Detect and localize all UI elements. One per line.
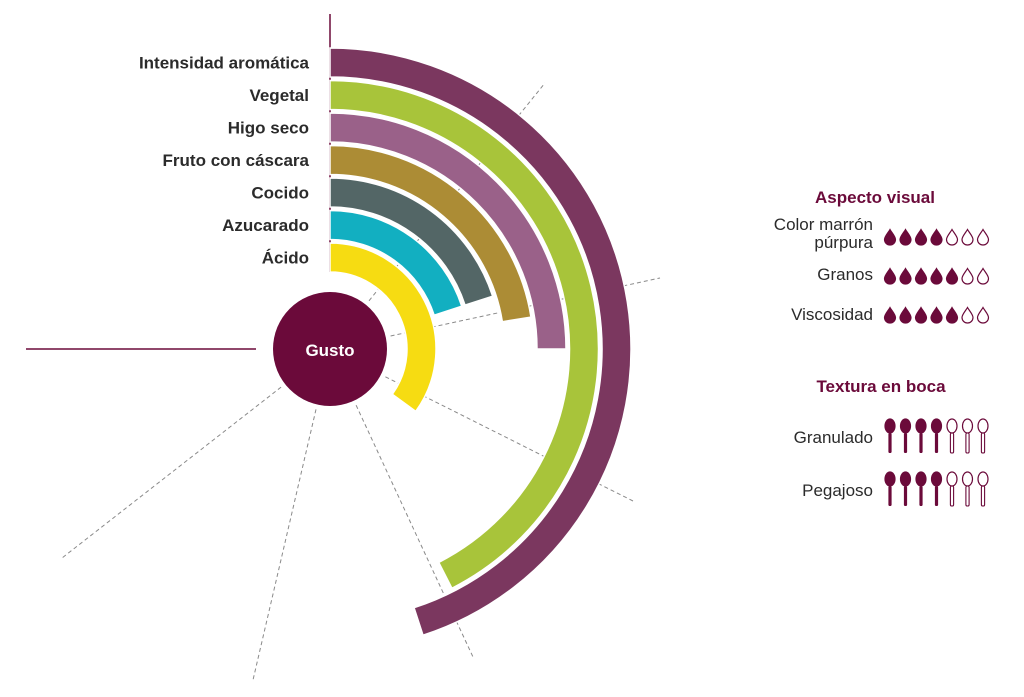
arc-vegetal	[329, 79, 600, 590]
drop-icon	[883, 306, 897, 324]
rating-row-visual-2: Granos	[817, 265, 990, 285]
flavor-label-fruto-con-cascara: Fruto con cáscara	[163, 151, 310, 170]
center-label: Gusto	[305, 341, 354, 360]
arc-intensidad-aromatica	[329, 47, 632, 637]
arc-fruto-con-cascara	[329, 144, 532, 323]
rating-label: púrpura	[814, 233, 873, 252]
flavor-label-azucarado: Azucarado	[222, 216, 309, 235]
rating-label: Pegajoso	[802, 481, 873, 500]
flavor-labels: Intensidad aromática Vegetal Higo seco Frut…	[139, 54, 310, 268]
drop-icon	[899, 306, 912, 324]
drop-icon	[945, 306, 959, 324]
rating-row-visual-3: Viscosidad	[791, 305, 990, 324]
spoon-icon	[977, 471, 989, 507]
flavor-arcs	[329, 47, 632, 637]
drop-icon	[899, 228, 912, 246]
rating-label: Granulado	[794, 428, 873, 447]
spoon-icon	[884, 418, 896, 453]
guide-line-6	[61, 386, 282, 559]
rating-label: Granos	[817, 265, 873, 284]
drop-icon	[961, 267, 974, 285]
drop-icon	[883, 267, 897, 285]
arc-higo-seco	[329, 112, 567, 350]
drop-icon	[976, 267, 990, 285]
drop-icon	[945, 228, 959, 246]
center-circle	[273, 292, 387, 406]
spoon-icon	[946, 471, 958, 507]
arc-acido	[329, 242, 437, 413]
spoon-icon	[977, 418, 989, 454]
drop-icon	[899, 267, 912, 285]
spoon-icon	[884, 471, 896, 506]
guide-line-5	[252, 409, 317, 681]
rating-label: Color marrón	[774, 215, 873, 234]
flavor-label-cocido: Cocido	[251, 184, 309, 203]
flavor-label-intensidad-aromatica: Intensidad aromática	[139, 54, 310, 73]
spoon-icon	[946, 418, 958, 454]
drop-icon	[961, 306, 974, 324]
panel-title-visual: Aspecto visual	[815, 188, 935, 207]
spoon-icon	[899, 418, 912, 453]
drop-icon	[961, 228, 974, 246]
arc-azucarado	[329, 209, 463, 317]
flavor-label-acido: Ácido	[262, 249, 309, 268]
flavor-label-vegetal: Vegetal	[249, 86, 309, 105]
drop-icon	[914, 267, 928, 285]
drop-icon	[914, 306, 928, 324]
panel-title-texture: Textura en boca	[816, 377, 946, 396]
rating-row-texture-2: Pegajoso	[802, 471, 989, 507]
arc-cocido	[329, 177, 494, 307]
spoon-icon	[915, 418, 927, 453]
spoon-icon	[930, 418, 943, 453]
drop-icon	[930, 306, 943, 324]
panel-textura-en-boca: Textura en boca Granulado Pegajoso	[794, 377, 989, 507]
guide-line-2	[390, 277, 661, 337]
drop-icon	[976, 306, 990, 324]
drop-icon	[930, 267, 943, 285]
drop-icon	[883, 228, 897, 246]
spoon-icon	[915, 471, 927, 506]
drop-icon	[930, 228, 943, 246]
spoon-icon	[930, 471, 943, 506]
spoon-icon	[961, 418, 974, 454]
spoon-icon	[961, 471, 974, 507]
drop-icon	[976, 228, 990, 246]
flavor-label-higo-seco: Higo seco	[228, 119, 309, 138]
drop-icon	[945, 267, 959, 285]
rating-row-texture-1: Granulado	[794, 418, 989, 454]
spoon-icon	[899, 471, 912, 506]
rating-label: Viscosidad	[791, 305, 873, 324]
drop-icon	[914, 228, 928, 246]
